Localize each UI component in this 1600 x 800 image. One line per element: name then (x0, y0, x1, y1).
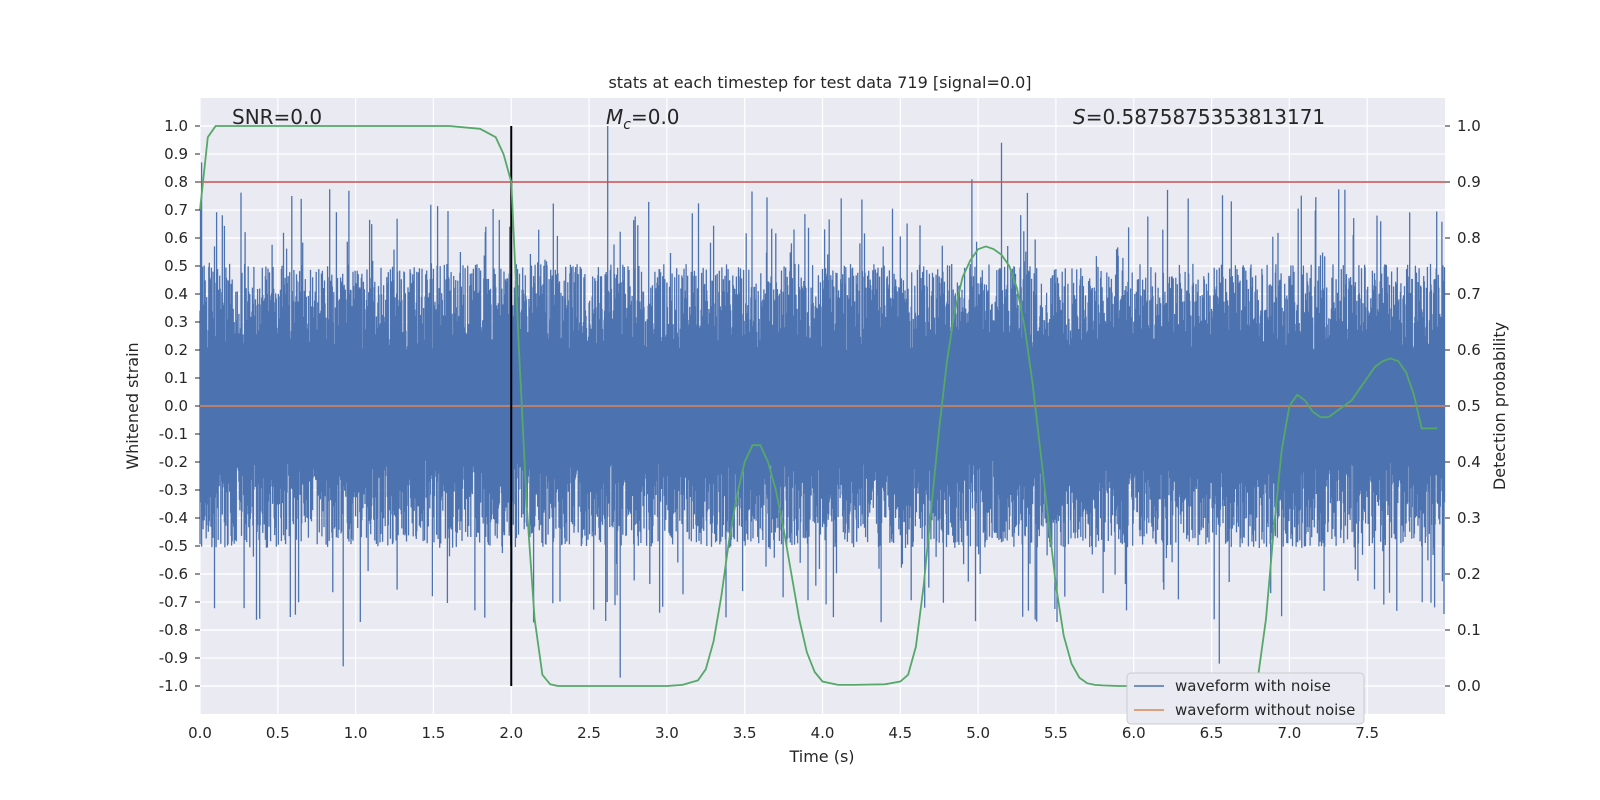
y-axis-label: Whitened strain (123, 342, 142, 469)
right-y-tick-label: 0.8 (1457, 229, 1481, 247)
y-tick-label: 0.0 (164, 397, 188, 415)
y-tick-label: -0.4 (159, 509, 188, 527)
right-y-tick-label: 0.7 (1457, 285, 1481, 303)
legend-label-noise: waveform with noise (1175, 677, 1331, 695)
y-axis-ticks: 1.0 0.9 0.8 0.7 0.6 0.5 0.4 0.3 0.2 0.1 0.0 -0.1 -0.… (159, 117, 200, 695)
y-tick-label: 0.2 (164, 341, 188, 359)
y-tick-label: 0.4 (164, 285, 188, 303)
score-annotation: S=0.5875875353813171 (1073, 105, 1325, 129)
y-tick-label: -0.9 (159, 649, 188, 667)
chart-title: stats at each timestep for test data 719… (608, 73, 1031, 92)
x-tick-label: 0.5 (266, 724, 290, 742)
right-y-tick-label: 0.6 (1457, 341, 1481, 359)
right-y-axis-label: Detection probability (1490, 322, 1509, 490)
x-tick-label: 2.5 (577, 724, 601, 742)
detection-probability-line (199, 125, 1438, 687)
y-tick-label: 0.1 (164, 369, 188, 387)
snr-annotation: SNR=0.0 (232, 105, 322, 129)
x-tick-label: 2.0 (499, 724, 523, 742)
noise-waveform-series (199, 126, 1446, 678)
y-tick-label: 0.9 (164, 145, 188, 163)
right-y-tick-label: 0.1 (1457, 621, 1481, 639)
x-tick-label: 4.0 (811, 724, 835, 742)
s-value: =0.5875875353813171 (1086, 105, 1325, 129)
mc-value: =0.0 (631, 105, 680, 129)
right-y-tick-label: 0.3 (1457, 509, 1481, 527)
x-tick-label: 1.0 (344, 724, 368, 742)
x-tick-label: 4.5 (888, 724, 912, 742)
right-y-tick-label: 1.0 (1457, 117, 1481, 135)
y-tick-label: -0.3 (159, 481, 188, 499)
x-tick-label: 3.0 (655, 724, 679, 742)
legend-label-clean: waveform without noise (1175, 701, 1355, 719)
s-symbol: S (1073, 105, 1086, 129)
x-tick-label: 6.5 (1200, 724, 1224, 742)
x-tick-label: 1.5 (422, 724, 446, 742)
y-tick-label: 0.5 (164, 257, 188, 275)
y-tick-label: -0.6 (159, 565, 188, 583)
legend-box (1126, 672, 1365, 725)
right-y-tick-label: 0.9 (1457, 173, 1481, 191)
x-tick-label: 7.0 (1277, 724, 1301, 742)
y-tick-label: 0.6 (164, 229, 188, 247)
y-tick-label: 0.7 (164, 201, 188, 219)
x-axis-ticks: 0.0 0.5 1.0 1.5 2.0 2.5 3.0 3.5 4.0 4.5 5.0 5.5 6.0 6… (188, 724, 1379, 742)
right-y-axis-ticks: 1.0 0.9 0.8 0.7 0.6 0.5 0.4 0.3 0.2 0.1 0.0 (1445, 117, 1481, 695)
y-tick-label: 0.8 (164, 173, 188, 191)
x-tick-label: 5.0 (966, 724, 990, 742)
x-axis-label: Time (s) (788, 747, 854, 766)
y-tick-label: -0.7 (159, 593, 188, 611)
noise-waveform-line (199, 126, 1446, 678)
right-y-tick-label: 0.0 (1457, 677, 1481, 695)
x-tick-label: 5.5 (1044, 724, 1068, 742)
x-tick-label: 3.5 (733, 724, 757, 742)
mc-subscript: c (623, 117, 631, 133)
right-y-tick-label: 0.2 (1457, 565, 1481, 583)
mc-symbol: M (606, 105, 623, 129)
y-tick-label: 0.3 (164, 313, 188, 331)
y-tick-label: -0.1 (159, 425, 188, 443)
right-y-tick-label: 0.4 (1457, 453, 1481, 471)
y-tick-label: -1.0 (159, 677, 188, 695)
y-tick-label: -0.8 (159, 621, 188, 639)
x-tick-label: 7.5 (1355, 724, 1379, 742)
y-tick-label: 1.0 (164, 117, 188, 135)
y-tick-label: -0.2 (159, 453, 188, 471)
right-y-tick-label: 0.5 (1457, 397, 1481, 415)
other-series (199, 125, 1445, 687)
legend: waveform with noise waveform without noi… (1126, 672, 1365, 725)
x-tick-label: 6.0 (1122, 724, 1146, 742)
chirp-mass-annotation: Mc=0.0 (606, 105, 680, 133)
y-tick-label: -0.5 (159, 537, 188, 555)
x-tick-label: 0.0 (188, 724, 212, 742)
